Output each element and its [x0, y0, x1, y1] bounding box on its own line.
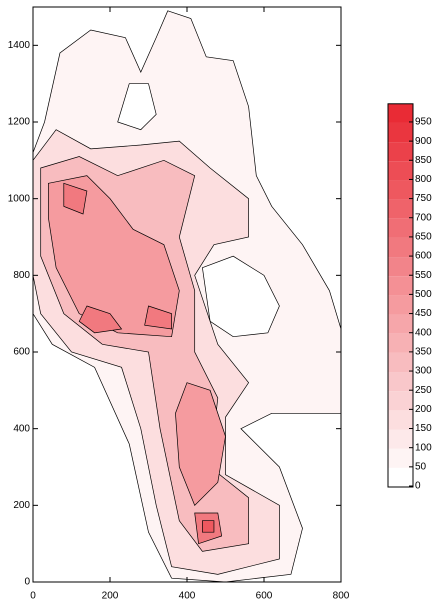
colorbar-label: 500: [415, 289, 432, 300]
colorbar-box: [388, 352, 413, 373]
colorbar-box: [388, 429, 413, 449]
contour-region: [202, 255, 280, 338]
x-tick-label: 0: [30, 591, 36, 602]
y-tick-label: 0: [24, 577, 30, 588]
colorbar-box: [388, 122, 413, 143]
colorbar-box: [388, 333, 413, 353]
colorbar-box: [388, 103, 413, 123]
colorbar-box: [388, 180, 413, 200]
colorbar-label: 200: [415, 404, 432, 415]
x-tick-label: 200: [102, 591, 119, 602]
colorbar-label: 300: [415, 366, 432, 377]
colorbar-label: 750: [415, 193, 432, 204]
colorbar-box: [388, 391, 413, 411]
colorbar-label: 550: [415, 270, 432, 281]
colorbar-label: 50: [415, 461, 427, 472]
x-tick-label: 400: [179, 591, 196, 602]
colorbar-label: 800: [415, 174, 432, 185]
colorbar-box: [388, 237, 413, 258]
colorbar-box: [388, 467, 413, 487]
x-tick-label: 600: [256, 591, 273, 602]
y-tick-label: 1200: [8, 117, 31, 128]
contour-region: [117, 83, 157, 131]
colorbar-box: [388, 295, 413, 315]
colorbar-label: 350: [415, 347, 432, 358]
contour-region: [48, 175, 180, 338]
contour-region: [78, 305, 123, 334]
colorbar-label: 650: [415, 232, 432, 243]
colorbar-box: [388, 276, 413, 296]
colorbar-frame: [387, 103, 414, 488]
colorbar-box: [388, 448, 413, 468]
colorbar-label: 850: [415, 155, 432, 166]
colorbar-label: 0: [415, 481, 421, 492]
y-tick-label: 1000: [8, 193, 31, 204]
y-tick-label: 800: [13, 270, 30, 281]
colorbar-box: [388, 372, 413, 392]
y-tick-label: 200: [13, 500, 30, 511]
colorbar-label: 950: [415, 117, 432, 128]
colorbar-label: 400: [415, 327, 432, 338]
colorbar-box: [388, 257, 413, 277]
colorbar-box: [388, 218, 413, 238]
y-tick-label: 1400: [8, 40, 31, 51]
colorbar-box: [388, 199, 413, 219]
colorbar-box: [388, 410, 413, 430]
colorbar-box: [388, 142, 413, 162]
colorbar-label: 900: [415, 136, 432, 147]
colorbar-label: 100: [415, 442, 432, 453]
colorbar-label: 600: [415, 251, 432, 262]
colorbar-box: [388, 161, 413, 181]
x-tick-label: 800: [333, 591, 350, 602]
colorbar-label: 250: [415, 385, 432, 396]
contour-region: [175, 382, 226, 506]
colorbar-label: 700: [415, 212, 432, 223]
colorbar-box: [388, 314, 413, 334]
contour-region: [144, 305, 172, 330]
y-tick-label: 600: [13, 347, 30, 358]
colorbar-label: 450: [415, 308, 432, 319]
y-tick-label: 400: [13, 423, 30, 434]
contour-region: [63, 182, 88, 215]
contour-region: [202, 520, 215, 533]
colorbar-label: 150: [415, 423, 432, 434]
